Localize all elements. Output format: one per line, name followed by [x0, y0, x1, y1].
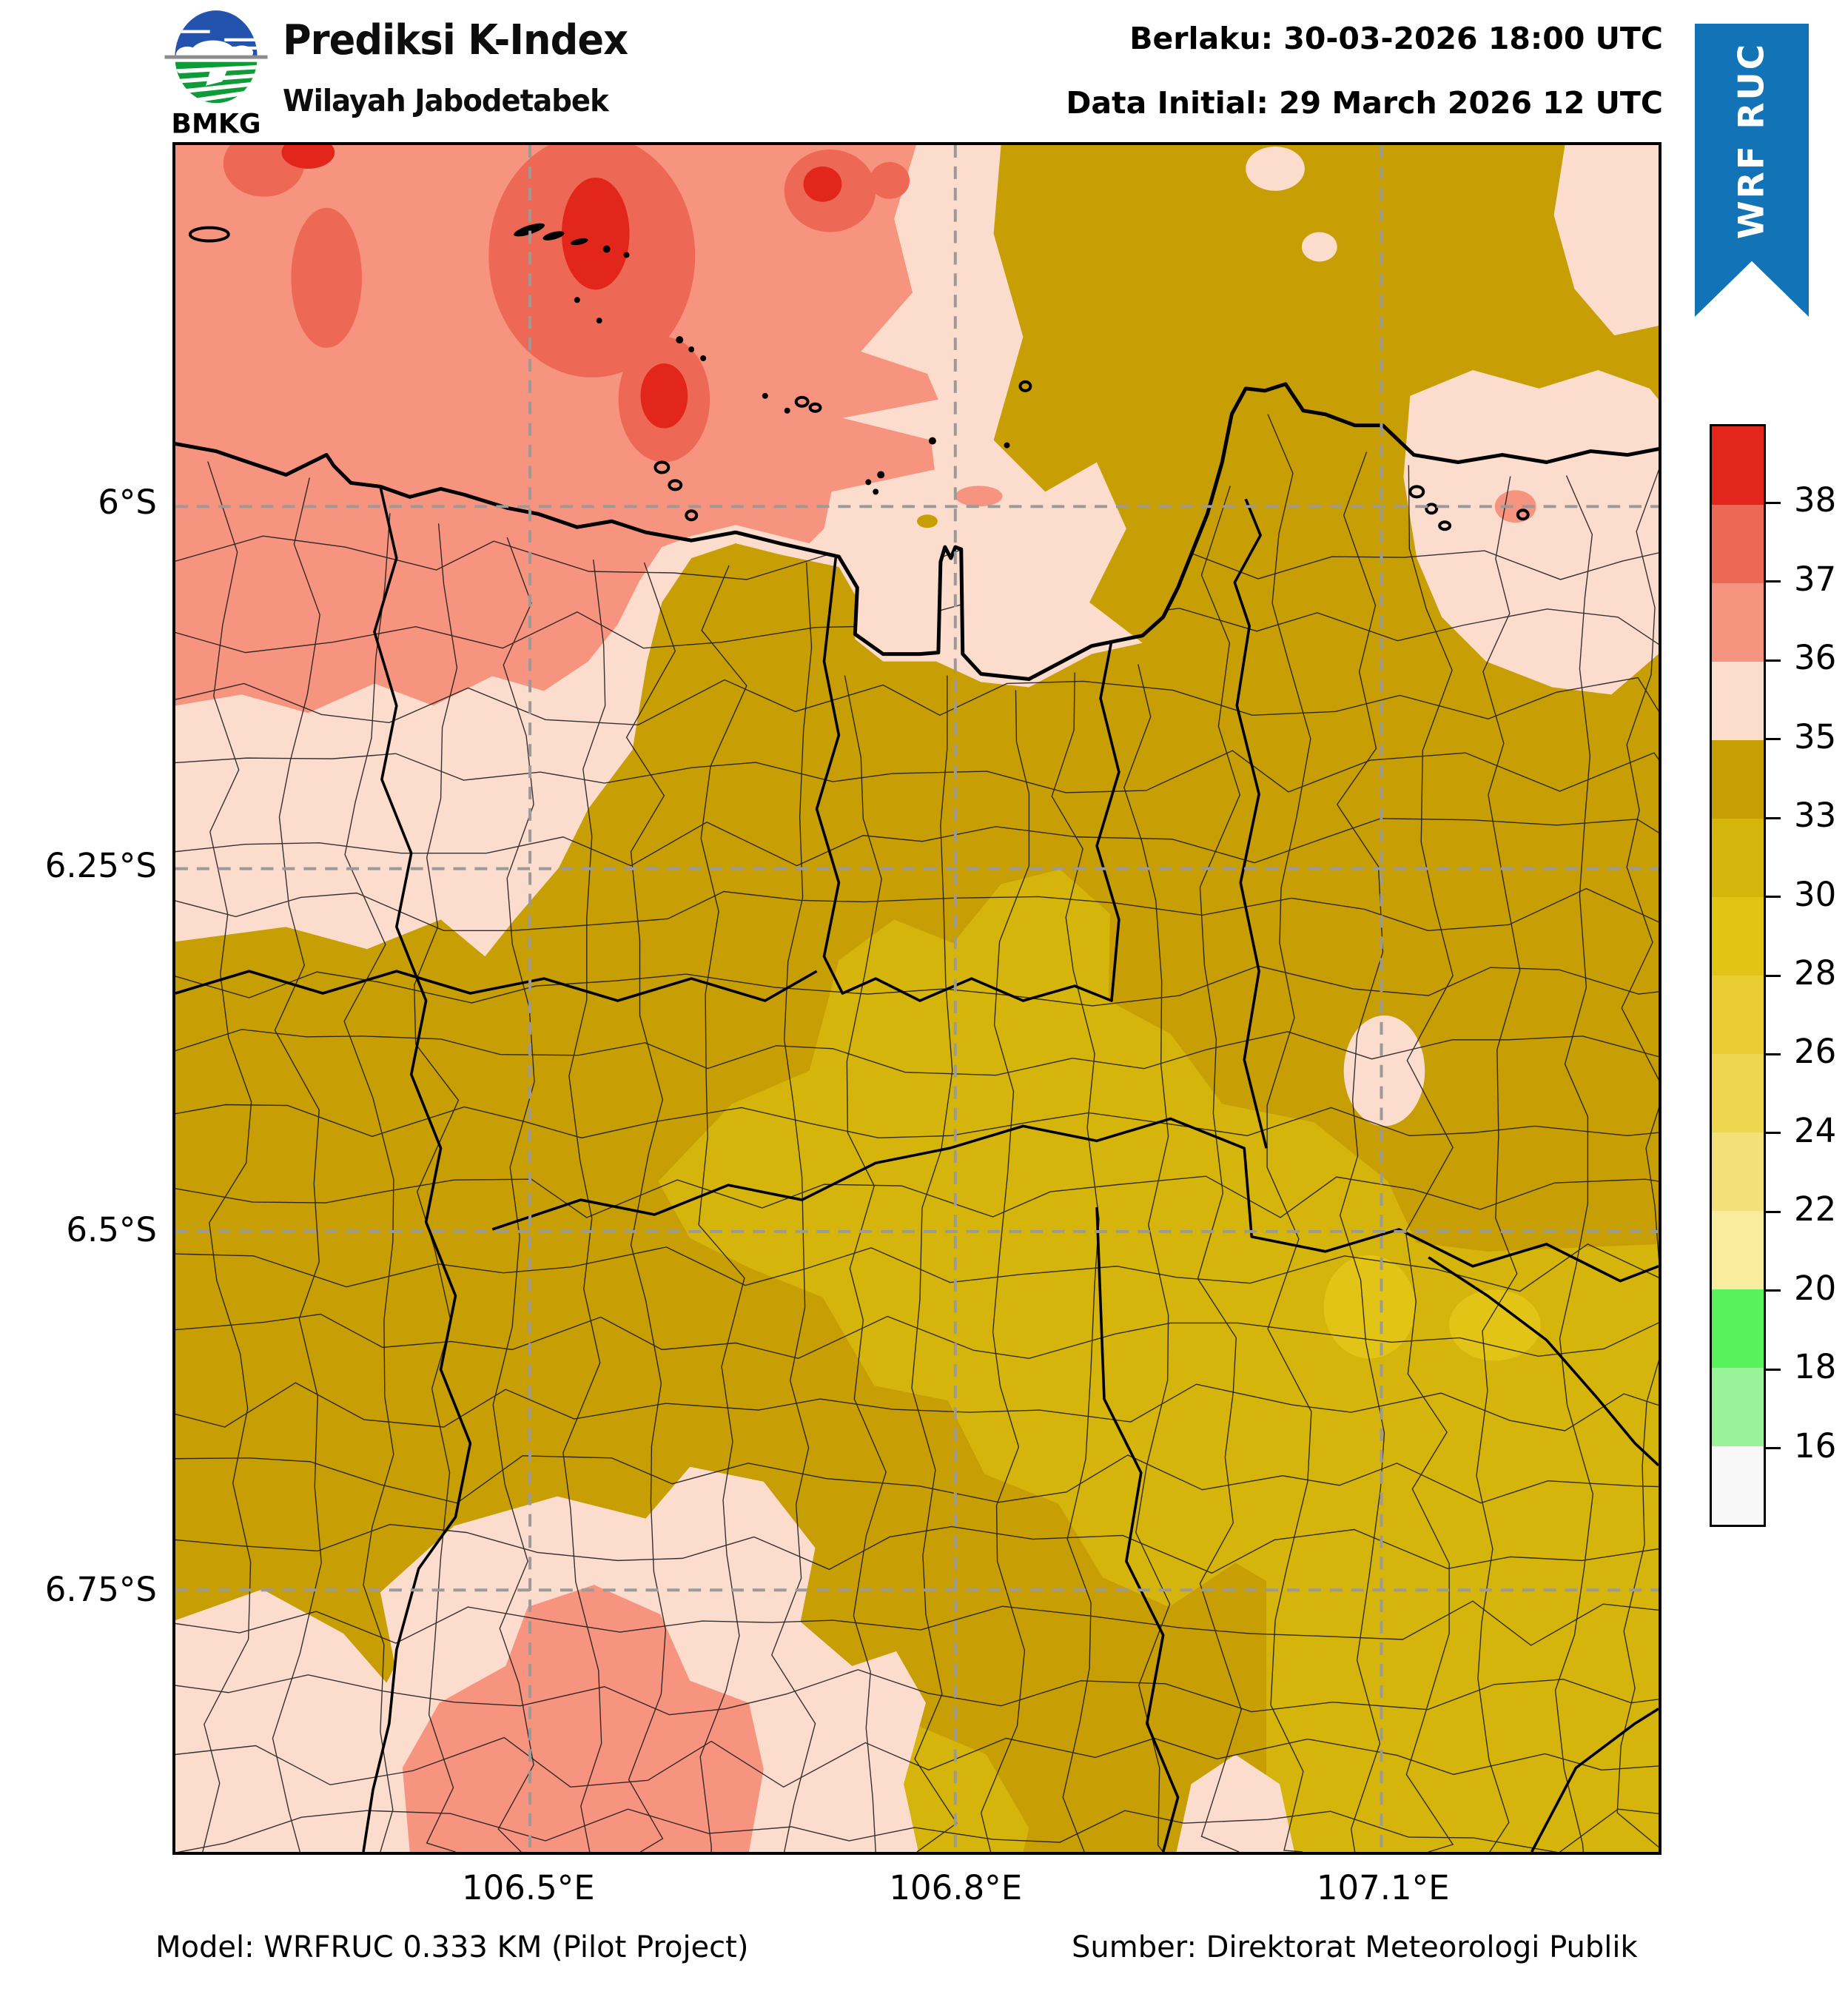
colorbar-tick	[1766, 659, 1781, 662]
colorbar-tick-label: 24	[1794, 1110, 1837, 1150]
colorbar-tick	[1766, 738, 1781, 741]
colorbar-tick-label: 37	[1794, 559, 1837, 599]
colorbar-segment-37-38	[1712, 504, 1764, 583]
colorbar-tick-label: 35	[1794, 716, 1837, 756]
colorbar-tick	[1766, 1053, 1781, 1055]
colorbar-tick	[1766, 1447, 1781, 1450]
colorbar-segment-16-18	[1712, 1367, 1764, 1446]
colorbar-segment-28-30	[1712, 896, 1764, 976]
lat-tick-label: 6.5°S	[66, 1210, 157, 1250]
lon-tick-label: 107.1°E	[1316, 1868, 1450, 1907]
colorbar-segment->38	[1712, 426, 1764, 505]
footer-model: Model: WRFRUC 0.333 KM (Pilot Project)	[155, 1930, 749, 1964]
colorbar-segment-<16	[1712, 1446, 1764, 1525]
colorbar-tick	[1766, 1368, 1781, 1371]
page-title: Prediksi K-Index	[283, 16, 628, 64]
colorbar-segment-18-20	[1712, 1289, 1764, 1368]
init-time-label: Data Initial: 29 March 2026 12 UTC	[1066, 85, 1663, 121]
wrf-ruc-ribbon: WRF RUC	[1695, 24, 1809, 317]
kindex-region-36-37-north	[175, 145, 938, 714]
colorbar-tick-label: 26	[1794, 1032, 1837, 1072]
kindex-region-38-cores	[281, 145, 842, 429]
colorbar-tick-label: 22	[1794, 1189, 1837, 1229]
colorbar-segment-26-28	[1712, 975, 1764, 1054]
wrf-ruc-ribbon-label: WRF RUC	[1731, 42, 1773, 240]
colorbar-tick	[1766, 580, 1781, 583]
lat-tick-label: 6.75°S	[44, 1570, 157, 1610]
colorbar-tick-label: 20	[1794, 1268, 1837, 1308]
kindex-blob-36	[955, 486, 1003, 507]
colorbar-tick	[1766, 896, 1781, 899]
colorbar-tick-label: 36	[1794, 638, 1837, 678]
bmkg-logo-text: BMKG	[171, 108, 261, 139]
colorbar	[1710, 424, 1766, 1527]
colorbar-segment-33-35	[1712, 739, 1764, 819]
lat-tick-label: 6°S	[98, 483, 157, 523]
footer-source: Sumber: Direktorat Meteorologi Publik	[1072, 1930, 1638, 1964]
kindex-dot-33-bay	[917, 514, 938, 528]
kindex-dot-36-east	[1494, 490, 1536, 523]
kindex-region-28-30	[1323, 1255, 1541, 1361]
kindex-region-south	[175, 1466, 1294, 1852]
colorbar-segment-35-36	[1712, 661, 1764, 740]
colorbar-tick-label: 38	[1794, 480, 1837, 520]
colorbar-tick-label: 28	[1794, 953, 1837, 993]
k-index-map	[172, 142, 1661, 1855]
graticule	[175, 145, 1659, 1852]
colorbar-segment-22-24	[1712, 1132, 1764, 1211]
colorbar-segment-30-33	[1712, 818, 1764, 897]
colorbar-tick	[1766, 816, 1781, 819]
bmkg-logo: BMKG	[161, 7, 271, 140]
page-subtitle: Wilayah Jabodetabek	[283, 83, 609, 118]
colorbar-segment-36-37	[1712, 583, 1764, 662]
colorbar-tick-label: 30	[1794, 874, 1837, 914]
colorbar-tick-label: 16	[1794, 1426, 1837, 1466]
colorbar-segment-20-22	[1712, 1210, 1764, 1289]
map-canvas	[175, 145, 1659, 1852]
valid-time-label: Berlaku: 30-03-2026 18:00 UTC	[1129, 21, 1663, 56]
admin-boundaries-thin	[175, 414, 1659, 1852]
colorbar-tick-label: 18	[1794, 1347, 1837, 1387]
colorbar-tick-label: 33	[1794, 796, 1837, 836]
bmkg-logo-graphic: BMKG	[164, 10, 268, 140]
colorbar-tick	[1766, 1132, 1781, 1135]
islands	[188, 223, 1530, 531]
lon-tick-label: 106.8°E	[889, 1868, 1023, 1907]
colorbar-segment-24-26	[1712, 1053, 1764, 1132]
lon-tick-label: 106.5°E	[461, 1868, 595, 1907]
colorbar-tick	[1766, 974, 1781, 977]
coastline	[175, 382, 1659, 681]
colorbar-tick	[1766, 501, 1781, 504]
colorbar-tick	[1766, 1210, 1781, 1213]
colorbar-tick	[1766, 1289, 1781, 1292]
lat-tick-label: 6.25°S	[44, 846, 157, 886]
admin-boundaries-thick	[175, 486, 1659, 1852]
